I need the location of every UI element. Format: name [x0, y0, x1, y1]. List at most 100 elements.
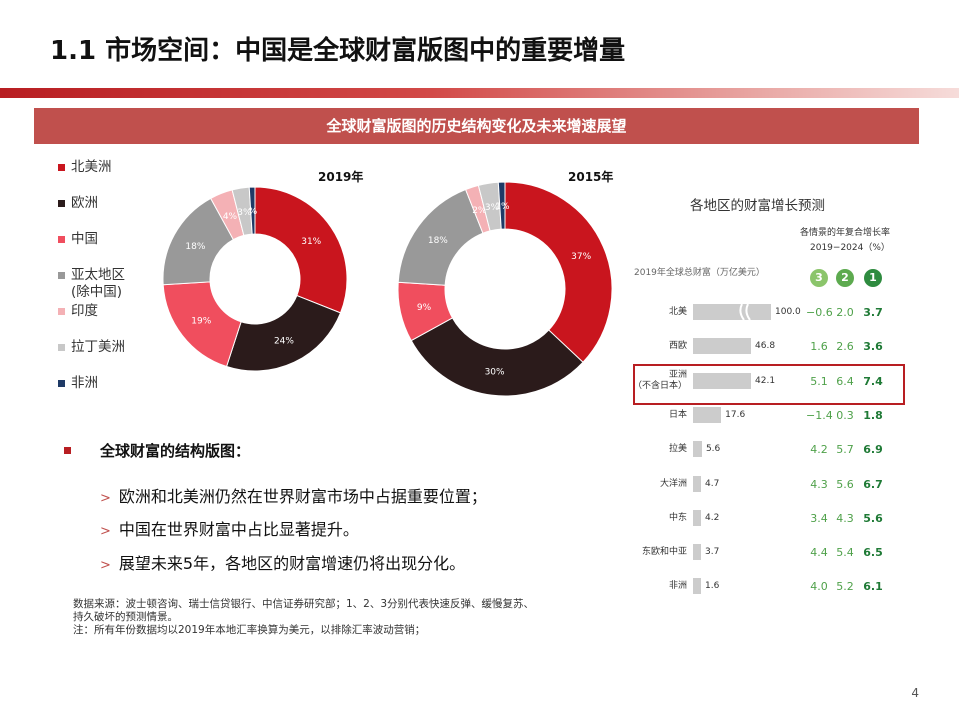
legend-item-latin-america: 拉丁美洲 [58, 335, 125, 355]
donut-slice [504, 181, 613, 363]
donut-slice-label: 4% [223, 212, 238, 222]
donut-slice-label: 9% [417, 303, 432, 313]
growth-value: 2.0 [836, 306, 854, 319]
bar [693, 406, 722, 423]
donut-chart-2019: 31% 24% 19% 18% 4% 3%% [162, 186, 348, 372]
bar [693, 441, 702, 458]
growth-value: 0.3 [836, 408, 854, 422]
growth-value: 4.2 [810, 443, 828, 457]
legend-item-asia-pacific: 亚太地区 (除中国) [58, 263, 125, 300]
bar [693, 304, 771, 320]
scenario-3-icon: 3 [810, 269, 828, 287]
region-label: 北美 [668, 307, 687, 317]
bar-value: 17.6 [725, 409, 746, 420]
region-label: 非洲 [668, 581, 687, 592]
bar-value: 46.8 [755, 341, 776, 352]
bar [693, 509, 701, 526]
growth-value: 4.4 [810, 546, 828, 560]
growth-value: 6.9 [863, 443, 883, 457]
scenario-1-icon: 1 [864, 269, 882, 287]
growth-value: 6.4 [836, 374, 854, 388]
legend-item-china: 中国 [58, 227, 98, 247]
legend-label: 北美洲 [71, 159, 112, 175]
bar [693, 544, 701, 561]
source-notes: 数据来源：波士顿咨询、瑞士信贷银行、中信证券研究部；1、2、3分别代表快速反弹、… [73, 598, 534, 637]
arrow-right-icon: > [100, 524, 111, 539]
growth-value: −0.6 [806, 306, 833, 319]
growth-value: 5.4 [836, 546, 854, 560]
region-label: 亚洲 （不含日本） [632, 369, 687, 391]
page-title: 1.1 市场空间：中国是全球财富版图中的重要增量 [50, 36, 626, 66]
growth-value: −1.4 [806, 408, 833, 422]
legend-label: 非洲 [71, 375, 98, 391]
forecast-growth-period: 2019−2024（%） [810, 243, 890, 253]
growth-value: 6.1 [863, 580, 883, 594]
donut-slice-label: 18% [185, 242, 205, 252]
legend-item-north-america: 北美洲 [58, 155, 112, 175]
bar [693, 578, 701, 595]
donut-slice [497, 181, 506, 230]
forecast-title: 各地区的财富增长预测 [690, 198, 825, 214]
growth-value: 4.3 [836, 511, 854, 525]
growth-value: 1.6 [810, 340, 828, 354]
bar-value: 42.1 [755, 375, 776, 386]
key-point-item: > 展望未来5年，各地区的财富增速仍将出现分化。 [100, 554, 466, 573]
growth-value: 5.7 [836, 443, 854, 457]
donut-slice-label: 2% [472, 206, 487, 216]
donut-slice [248, 186, 256, 235]
legend-label: 欧洲 [71, 195, 98, 211]
title-underline [0, 88, 959, 98]
legend-sublabel: (除中国) [71, 284, 123, 300]
legend-item-india: 印度 [58, 299, 98, 319]
donut-slice-label: 37% [571, 252, 591, 262]
donut-slice-label: 31% [301, 237, 321, 247]
bullet-square-icon [64, 447, 71, 454]
region-label: 东欧和中亚 [641, 547, 687, 558]
growth-value: 3.4 [810, 511, 828, 525]
legend-swatch [58, 163, 65, 171]
donut-slice-label: 19% [191, 317, 211, 327]
growth-value: 1.8 [863, 408, 883, 422]
region-label: 日本 [668, 409, 687, 420]
legend-swatch [58, 379, 65, 387]
growth-value: 6.7 [863, 477, 883, 491]
scenario-2-icon: 2 [836, 269, 854, 287]
donut-slice [410, 317, 584, 397]
note-line: 注：所有年份数据均以2019年本地汇率换算为美元，以排除汇率波动营销； [73, 624, 426, 636]
bar [693, 475, 701, 492]
legend-swatch [58, 307, 65, 315]
legend-label: 拉丁美洲 [71, 339, 125, 355]
legend-swatch [58, 199, 65, 207]
donut-slice [254, 186, 348, 314]
arrow-right-icon: > [100, 491, 111, 506]
highlight-box [633, 364, 905, 405]
donut-slice-label: 3% [237, 208, 252, 218]
growth-value: 4.3 [810, 477, 828, 491]
forecast-axis-label: 2019年全球总财富（万亿美元） [634, 268, 765, 278]
legend-swatch [58, 235, 65, 243]
bar-value: 1.6 [705, 581, 720, 592]
forecast-growth-header: 各情景的年复合增长率 [800, 228, 891, 238]
bar-value: 100.0 [775, 307, 801, 317]
growth-value: 2.6 [836, 340, 854, 354]
bar-value: 5.6 [705, 444, 721, 455]
donut-slice [225, 294, 342, 372]
growth-value: 6.5 [863, 546, 883, 560]
legend-label: 亚太地区 [71, 267, 125, 283]
growth-value: 7.4 [863, 374, 883, 388]
donut-2019-title: 2019年 [318, 170, 364, 184]
note-line: 数据来源：波士顿咨询、瑞士信贷银行、中信证券研究部；1、2、3分别代表快速反弹、… [73, 598, 535, 610]
donut-slice-label: 24% [274, 337, 294, 347]
arrow-right-icon: > [100, 558, 111, 573]
growth-value: 5.2 [836, 580, 854, 594]
growth-value: 3.7 [863, 306, 883, 319]
donut-2015-title: 2015年 [568, 170, 614, 184]
legend-label: 中国 [71, 231, 98, 247]
growth-value: 3.6 [863, 340, 883, 354]
donut-slice-label: 1% [495, 202, 510, 212]
section-banner: 全球财富版图的历史结构变化及未来增速展望 [34, 108, 919, 144]
donut-slice-label: 18% [428, 236, 448, 246]
region-label: 拉美 [668, 444, 687, 455]
donut-chart-2015: 37% 30% 9% 18% 2%3%1% [397, 181, 613, 397]
axis-break-icon [736, 303, 762, 321]
